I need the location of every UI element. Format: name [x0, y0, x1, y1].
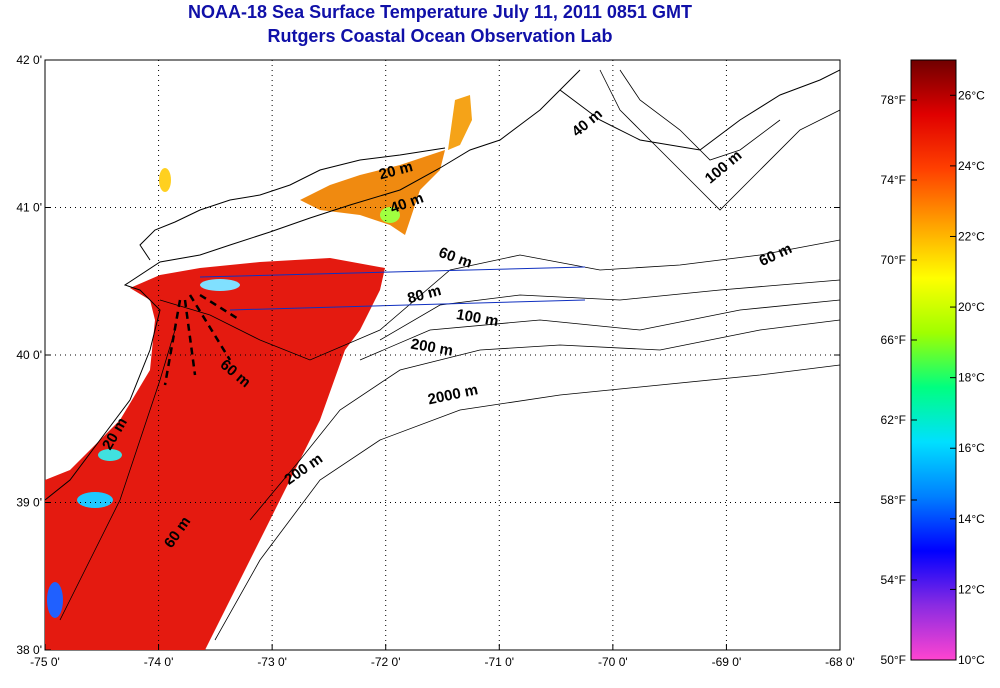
isobath-80m [379, 279, 840, 341]
map-grid [45, 60, 840, 650]
cool-patch [380, 207, 400, 223]
cool-patch [98, 449, 122, 461]
dashed-transect [188, 294, 232, 361]
cool-patch [47, 582, 63, 618]
sst-swath-long-island [300, 150, 445, 235]
map-layers [45, 69, 840, 650]
lon-tick-label: -75 0' [30, 655, 60, 669]
lon-tick-label: -68 0' [825, 655, 855, 669]
colorbar-f-label: 58°F [881, 493, 906, 507]
dashed-transect [199, 293, 241, 322]
map-subtitle: Rutgers Coastal Ocean Observation Lab [267, 26, 613, 46]
map-title: NOAA-18 Sea Surface Temperature July 11,… [188, 2, 692, 22]
colorbar [910, 59, 957, 661]
colorbar-c-label: 20°C [958, 300, 985, 314]
lat-tick-label: 41 0' [16, 201, 42, 215]
sst-swath-cape-cod [448, 95, 472, 150]
lon-tick-label: -71 0' [484, 655, 514, 669]
isobath-200m [249, 319, 840, 521]
colorbar-f-label: 66°F [881, 333, 906, 347]
coastline [45, 69, 581, 501]
lat-tick-label: 39 0' [16, 496, 42, 510]
colorbar-c-label: 14°C [958, 512, 985, 526]
lat-tick-label: 38 0' [16, 643, 42, 657]
coastline [139, 147, 446, 261]
colorbar-c-label: 22°C [958, 229, 985, 243]
isobath-gulf-of-maine [619, 69, 781, 161]
colorbar-f-label: 70°F [881, 253, 906, 267]
lon-tick-label: -72 0' [371, 655, 401, 669]
colorbar-f-label: 78°F [881, 93, 906, 107]
colorbar-c-label: 16°C [958, 441, 985, 455]
lon-tick-label: -73 0' [257, 655, 287, 669]
colorbar-f-label: 74°F [881, 173, 906, 187]
isobath-2000m [214, 364, 840, 641]
isobath-20m [59, 329, 176, 621]
colorbar-c-label: 12°C [958, 582, 985, 596]
colorbar-c-label: 24°C [958, 159, 985, 173]
colorbar-f-label: 54°F [881, 573, 906, 587]
colorbar-celsius-axis: 26°C 24°C 22°C 20°C 18°C 16°C 14°C 12°C 10°C [950, 88, 985, 667]
longitude-axis: -75 0' -74 0' -73 0' -72 0' -71 0' -70 0' -69 … [30, 644, 855, 669]
colorbar-c-label: 18°C [958, 371, 985, 385]
colorbar-c-label: 26°C [958, 88, 985, 102]
cool-patch [200, 279, 240, 291]
cool-patch [159, 168, 171, 192]
colorbar-c-label: 10°C [958, 653, 985, 667]
colorbar-fahrenheit-axis: 78°F 74°F 70°F 66°F 62°F 58°F 54°F 50°F [881, 93, 917, 667]
isobath-60m [159, 239, 840, 361]
lon-tick-label: -74 0' [144, 655, 174, 669]
latitude-axis: 42 0' 41 0' 40 0' 39 0' 38 0' [16, 53, 840, 657]
colorbar-f-label: 62°F [881, 413, 906, 427]
lon-tick-label: -70 0' [598, 655, 628, 669]
isobath-100m [359, 299, 840, 361]
coastline [559, 69, 840, 151]
lat-tick-label: 42 0' [16, 53, 42, 67]
glider-transect [199, 266, 586, 278]
isobath-gulf-of-maine [599, 69, 840, 211]
cool-patch [77, 492, 113, 508]
dashed-transect [183, 299, 197, 376]
lon-tick-label: -69 0' [712, 655, 742, 669]
colorbar-f-label: 50°F [881, 653, 906, 667]
glider-transect [229, 299, 586, 311]
dashed-transect [163, 299, 182, 386]
lat-tick-label: 40 0' [16, 348, 42, 362]
